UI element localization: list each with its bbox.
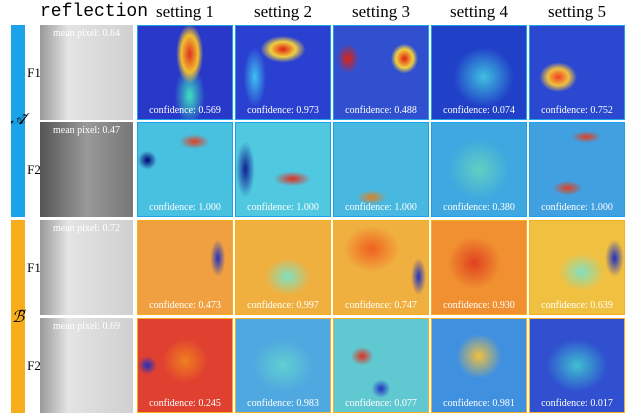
heatmap: confidence: 0.017 <box>529 318 625 413</box>
heatmap: confidence: 1.000 <box>529 122 625 217</box>
confidence-label: confidence: 1.000 <box>236 202 330 213</box>
heatmap: confidence: 0.488 <box>333 25 429 120</box>
confidence-label: confidence: 0.639 <box>530 300 624 311</box>
column-header: setting 1 <box>137 0 233 24</box>
heatmap: confidence: 0.077 <box>333 318 429 413</box>
confidence-label: confidence: 0.245 <box>138 398 232 409</box>
heatmap: confidence: 0.380 <box>431 122 527 217</box>
heatmap: confidence: 0.074 <box>431 25 527 120</box>
confidence-label: confidence: 0.752 <box>530 105 624 116</box>
confidence-label: confidence: 0.981 <box>432 398 526 409</box>
confidence-label: confidence: 0.569 <box>138 105 232 116</box>
confidence-label: confidence: 0.074 <box>432 105 526 116</box>
heatmap: confidence: 0.752 <box>529 25 625 120</box>
reflection-image: mean pixel: 0.64 <box>40 25 133 120</box>
heatmap: confidence: 0.245 <box>137 318 233 413</box>
figure: reflectionsetting 1setting 2setting 3set… <box>0 0 627 418</box>
reflection-image: mean pixel: 0.47 <box>40 122 133 217</box>
confidence-label: confidence: 0.973 <box>236 105 330 116</box>
heatmap: confidence: 0.747 <box>333 220 429 315</box>
heatmap: confidence: 1.000 <box>137 122 233 217</box>
confidence-label: confidence: 1.000 <box>334 202 428 213</box>
mean-pixel-label: mean pixel: 0.69 <box>40 321 133 332</box>
confidence-label: confidence: 0.077 <box>334 398 428 409</box>
heatmap: confidence: 0.983 <box>235 318 331 413</box>
heatmap: confidence: 0.473 <box>137 220 233 315</box>
confidence-label: confidence: 0.983 <box>236 398 330 409</box>
heatmap: confidence: 0.639 <box>529 220 625 315</box>
confidence-label: confidence: 1.000 <box>138 202 232 213</box>
heatmap: confidence: 0.930 <box>431 220 527 315</box>
mean-pixel-label: mean pixel: 0.72 <box>40 223 133 234</box>
confidence-label: confidence: 0.488 <box>334 105 428 116</box>
heatmap: confidence: 0.997 <box>235 220 331 315</box>
confidence-label: confidence: 0.017 <box>530 398 624 409</box>
column-header: setting 3 <box>333 0 429 24</box>
confidence-label: confidence: 0.747 <box>334 300 428 311</box>
column-header: setting 4 <box>431 0 527 24</box>
heatmap: confidence: 1.000 <box>333 122 429 217</box>
heatmap: confidence: 0.973 <box>235 25 331 120</box>
row-label: F1 <box>27 260 41 276</box>
column-header: reflection <box>40 0 135 24</box>
row-label: F2 <box>27 358 41 374</box>
mean-pixel-label: mean pixel: 0.64 <box>40 28 133 39</box>
group-label: ℬ̃ <box>10 307 26 327</box>
column-header: setting 2 <box>235 0 331 24</box>
mean-pixel-label: mean pixel: 0.47 <box>40 125 133 136</box>
confidence-label: confidence: 0.380 <box>432 202 526 213</box>
heatmap: confidence: 1.000 <box>235 122 331 217</box>
column-header: setting 5 <box>529 0 625 24</box>
confidence-label: confidence: 0.997 <box>236 300 330 311</box>
row-label: F2 <box>27 162 41 178</box>
reflection-image: mean pixel: 0.72 <box>40 220 133 315</box>
confidence-label: confidence: 0.930 <box>432 300 526 311</box>
group-label: 𝒜̃ <box>10 111 26 129</box>
heatmap: confidence: 0.981 <box>431 318 527 413</box>
row-label: F1 <box>27 65 41 81</box>
reflection-image: mean pixel: 0.69 <box>40 318 133 413</box>
heatmap: confidence: 0.569 <box>137 25 233 120</box>
confidence-label: confidence: 0.473 <box>138 300 232 311</box>
confidence-label: confidence: 1.000 <box>530 202 624 213</box>
